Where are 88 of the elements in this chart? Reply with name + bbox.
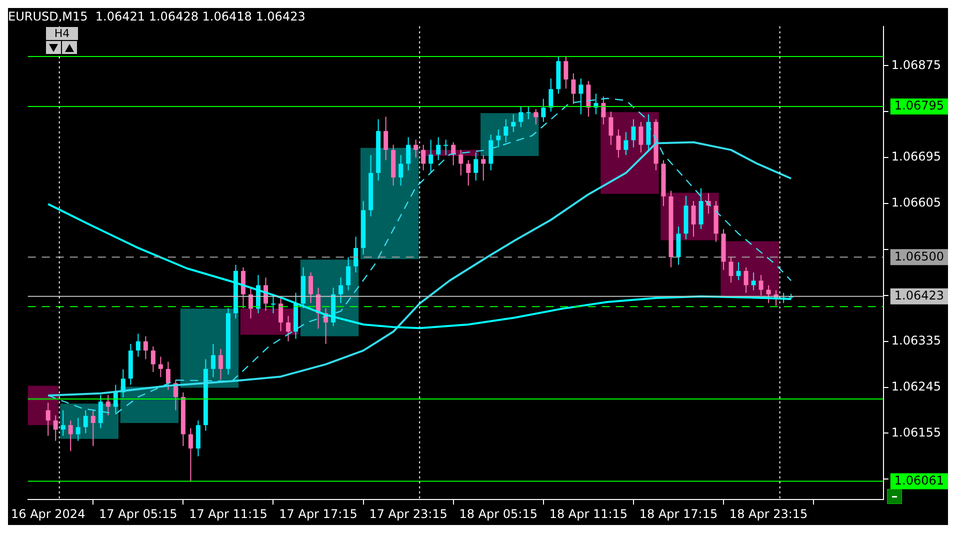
candlestick	[541, 98, 546, 122]
candlestick	[571, 72, 576, 104]
candlestick	[631, 118, 636, 148]
candlestick	[676, 226, 681, 266]
candlestick	[308, 272, 314, 304]
y-tick-label: 1.06335	[891, 333, 941, 348]
candlestick	[83, 410, 88, 434]
candlestick	[196, 420, 200, 457]
candlestick	[166, 361, 170, 390]
candlestick	[106, 394, 110, 416]
x-tick-label: 18 Apr 05:15	[459, 506, 538, 521]
candlestick	[608, 111, 614, 146]
candlestick	[624, 132, 628, 156]
candlestick	[210, 343, 216, 378]
ref-line-label: 1.06795	[894, 98, 944, 113]
ref-line-label: 1.06500	[894, 249, 944, 264]
candlestick	[458, 149, 464, 176]
candlestick	[466, 160, 471, 186]
candlestick	[76, 417, 80, 442]
candlestick	[691, 200, 696, 238]
candlestick	[53, 414, 58, 442]
candlestick	[728, 256, 734, 284]
candlestick	[158, 356, 163, 378]
candlestick	[638, 121, 644, 153]
ref-line-label: 1.06061	[894, 473, 944, 488]
candlestick	[548, 78, 554, 112]
x-tick-label: 16 Apr 2024	[10, 506, 86, 521]
candlestick	[511, 114, 516, 133]
candlestick	[526, 106, 531, 120]
y-tick-label: 1.06695	[891, 150, 941, 164]
candlestick	[616, 129, 621, 158]
candlestick	[338, 277, 344, 304]
candlestick	[406, 136, 411, 171]
candlestick	[46, 402, 50, 436]
candlestick	[534, 108, 538, 125]
x-tick-label: 18 Apr 11:15	[549, 506, 628, 521]
candlestick	[481, 154, 486, 182]
y-tick-label: 1.06875	[891, 58, 941, 72]
x-tick-label: 18 Apr 23:15	[729, 506, 808, 521]
x-tick-label: 18 Apr 17:15	[639, 506, 718, 521]
candlestick	[188, 428, 193, 482]
candlestick	[346, 256, 351, 291]
candlestick	[68, 420, 73, 452]
candlestick	[518, 106, 524, 128]
x-tick-label: 17 Apr 23:15	[369, 506, 448, 521]
y-tick-label: 1.06245	[891, 379, 941, 394]
candlestick	[564, 56, 568, 90]
candlestick	[474, 152, 478, 182]
x-tick-label: 17 Apr 11:15	[189, 506, 268, 521]
candlestick	[98, 394, 103, 429]
candlestick	[736, 262, 741, 281]
candlestick	[444, 139, 448, 156]
annotation: H4	[46, 27, 78, 40]
candlestick	[143, 336, 148, 360]
y-tick-label: 1.06605	[891, 196, 941, 210]
candlestick	[758, 274, 764, 296]
candlestick	[601, 96, 606, 125]
candlestick	[286, 315, 290, 342]
candlestick	[428, 139, 434, 174]
candlestick	[488, 134, 494, 171]
candlestick	[436, 136, 441, 161]
candlestick	[421, 144, 426, 171]
candlestick	[150, 346, 156, 372]
candlestick	[698, 188, 704, 230]
candlestick	[504, 118, 508, 143]
chart-title: EURUSD,M15 1.06421 1.06428 1.06418 1.06423	[8, 9, 306, 24]
candlestick	[751, 272, 756, 291]
y-tick-label: 1.06155	[891, 425, 941, 440]
x-tick-label: 17 Apr 05:15	[99, 506, 178, 521]
candlestick	[270, 294, 276, 314]
candlestick	[218, 348, 223, 380]
candlestick	[384, 116, 388, 161]
ref-line-label: 1.06423	[894, 288, 944, 303]
candlestick	[496, 129, 501, 148]
candlestick	[90, 410, 96, 446]
candlestick	[766, 284, 771, 304]
candlestick	[60, 410, 66, 436]
candlestick	[354, 236, 358, 273]
candlestick	[646, 114, 651, 150]
candlestick	[278, 297, 283, 332]
candlestick	[398, 154, 404, 186]
candlestick	[414, 139, 418, 158]
candlestick	[744, 266, 748, 294]
x-tick-label: 17 Apr 17:15	[279, 506, 358, 521]
candlestick	[136, 333, 140, 358]
candlestick	[586, 80, 591, 118]
candlestick	[578, 78, 584, 115]
candlestick	[240, 266, 246, 309]
